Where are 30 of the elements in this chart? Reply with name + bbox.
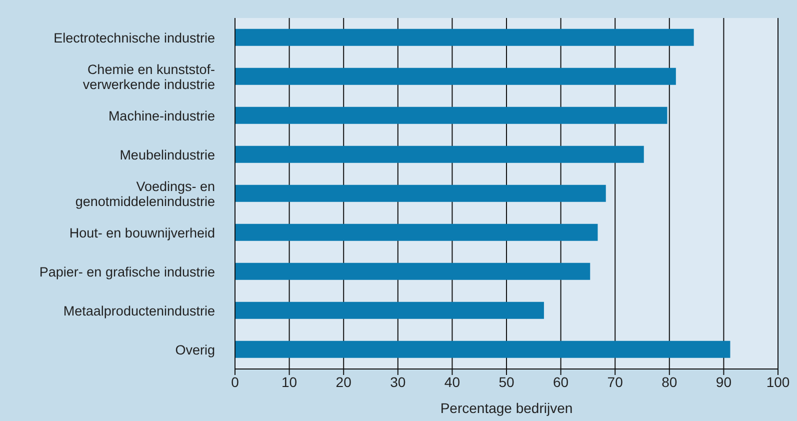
bar	[235, 224, 598, 241]
x-axis-title: Percentage bedrijven	[440, 400, 573, 416]
x-tick-label: 60	[553, 374, 569, 390]
x-tick-label: 10	[282, 374, 298, 390]
bar	[235, 184, 606, 202]
bar	[235, 28, 694, 46]
bar	[235, 302, 544, 319]
x-tick-label: 100	[766, 374, 790, 390]
bar	[235, 340, 730, 358]
x-tick-label: 30	[390, 374, 406, 390]
x-tick-label: 20	[336, 374, 352, 390]
x-tick-label: 40	[444, 374, 460, 390]
bar	[235, 68, 676, 85]
bar	[235, 106, 668, 124]
y-tick-label: Chemie en kunststof- verwerkende industrie	[82, 62, 215, 92]
x-tick-label: 50	[498, 374, 514, 390]
y-tick-label: Meubelindustrie	[120, 147, 215, 162]
bar	[235, 262, 590, 280]
y-tick-label: Electrotechnische industrie	[54, 30, 215, 45]
x-tick-label: 0	[231, 374, 240, 390]
y-tick-label: Papier- en grafische industrie	[39, 264, 215, 279]
bar	[235, 146, 644, 163]
y-tick-label: Voedings- en genotmiddelenindustrie	[75, 178, 215, 208]
x-tick-label: 80	[662, 374, 678, 390]
x-tick-label: 90	[716, 374, 732, 390]
y-tick-label: Hout- en bouwnijverheid	[69, 225, 215, 240]
y-tick-label: Machine-industrie	[108, 108, 215, 123]
y-tick-label: Overig	[175, 342, 215, 357]
x-tick-label: 70	[607, 374, 624, 390]
y-tick-label: Metaalproductenindustrie	[63, 303, 215, 318]
